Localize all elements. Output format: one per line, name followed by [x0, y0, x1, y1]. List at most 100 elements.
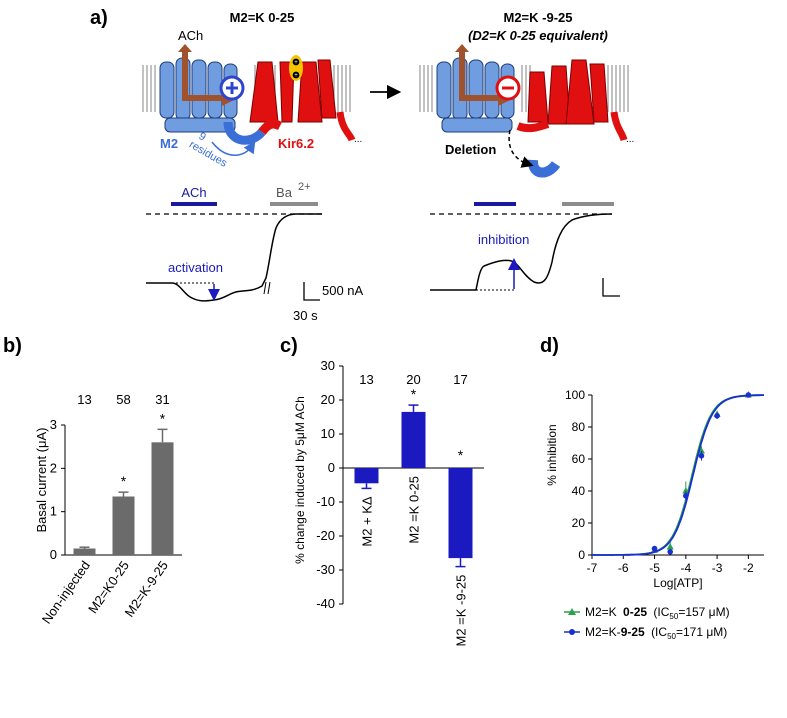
- panel-a-right-title: M2=K -9-25: [504, 10, 573, 25]
- panel-b-ytick-label: 0: [50, 547, 57, 562]
- scale-y-label: 500 nA: [322, 283, 364, 298]
- trace-ba-label: Ba: [276, 185, 293, 200]
- panel-d-ytick-label: 80: [572, 420, 586, 434]
- current-trace-right: [430, 213, 613, 291]
- panel-d-point-circle: [683, 493, 689, 499]
- panel-d-xtick-label: -7: [587, 561, 598, 575]
- chain-continuation-left: ...: [354, 134, 362, 145]
- panel-c-n-label: 13: [359, 372, 373, 387]
- panel-b-category-label: Non-injected: [39, 558, 93, 626]
- ach-label-left: ACh: [178, 28, 203, 43]
- left-schematic: ACh + + ...: [142, 28, 362, 170]
- panel-b-ylabel: Basal current (μA): [34, 427, 49, 532]
- activation-arrow: [182, 48, 222, 101]
- panel-a-left-title: M2=K 0-25: [230, 10, 295, 25]
- residues-arrow: [211, 141, 256, 156]
- panel-d-xtick-label: -5: [649, 561, 660, 575]
- panel-c-bar: [401, 411, 426, 468]
- panel-c-ytick-label: 20: [321, 392, 335, 407]
- panel-c-n-label: 20: [406, 372, 420, 387]
- deletion-label: Deletion: [445, 142, 496, 157]
- panel-b-ytick-label: 3: [50, 417, 57, 432]
- panel-d-point-circle: [714, 413, 720, 419]
- panel-b-ytick-label: 1: [50, 504, 57, 519]
- kir62-channel-right: [527, 59, 609, 125]
- panel-b-bar: [151, 442, 174, 555]
- svg-text:residues: residues: [187, 139, 229, 170]
- right-trace: inhibition: [430, 202, 620, 297]
- panel-c-ytick-label: 30: [321, 358, 335, 373]
- panel-c-ytick-label: 0: [328, 460, 335, 475]
- m2-label: M2: [160, 136, 178, 151]
- svg-text:9: 9: [197, 130, 208, 143]
- panel-c-ytick-label: -40: [316, 596, 335, 611]
- legend-marker-circle: [569, 629, 575, 635]
- panel-d-xtick-label: -3: [712, 561, 723, 575]
- legend-item-0: M2=K 0-25 (IC50=157 μM): [564, 605, 730, 621]
- panel-a-right-subtitle: (D2=K 0-25 equivalent): [468, 28, 608, 43]
- panel-d-legend: M2=K 0-25 (IC50=157 μM) M2=K-9-25 (IC50=…: [564, 605, 730, 641]
- scale-x-label: 30 s: [293, 308, 318, 323]
- panel-b-ytick-label: 2: [50, 460, 57, 475]
- ba-bar: [270, 202, 318, 206]
- panel-c-ytick-label: -30: [316, 562, 335, 577]
- svg-text:+: +: [294, 73, 298, 79]
- panel-d-point-triangle: [666, 543, 674, 550]
- panel-a-letter: a): [90, 7, 108, 29]
- panel-c-bar: [448, 468, 473, 559]
- panel-c-letter: c): [280, 335, 298, 357]
- panel-c-category-label: M2 =K -9-25: [454, 575, 469, 647]
- panel-b-letter: b): [3, 335, 22, 357]
- panel-d-point-circle: [745, 392, 752, 398]
- deleted-linker: [528, 159, 561, 178]
- left-trace: ACh Ba 2+ activation 500 nA 30 s: [146, 181, 364, 323]
- panel-d-ytick-label: 100: [565, 388, 585, 402]
- ach-arrow-head: [178, 44, 192, 52]
- panel-d-ytick-label: 0: [578, 548, 585, 562]
- inhibition-label: inhibition: [478, 232, 529, 247]
- panel-d-xtick-label: -2: [743, 561, 754, 575]
- panel-d-fit-curve: [592, 394, 764, 556]
- membrane-right: [419, 65, 629, 112]
- linker-left: [223, 121, 266, 145]
- panel-c-significance: *: [411, 386, 417, 402]
- current-trace-left: [146, 213, 322, 302]
- panel-d-ytick-label: 40: [572, 484, 586, 498]
- panel-a: a) M2=K 0-25 M2=K -9-25 (D2=K 0-25 equiv…: [90, 7, 634, 323]
- panel-b-bar: [73, 548, 96, 555]
- panel-c-n-label: 17: [453, 372, 467, 387]
- svg-text:+: +: [294, 60, 298, 66]
- panel-c-ytick-label: -20: [316, 528, 335, 543]
- panel-c: c) % change induced by 5μM ACh 30 20 10 0 -1…: [280, 335, 484, 647]
- panel-c-category-label: M2 + KΔ: [360, 496, 375, 547]
- panel-d-point-circle: [667, 549, 673, 555]
- panel-b-significance: *: [160, 410, 166, 426]
- kir62-channel-left: [249, 59, 337, 123]
- legend-text-1: M2=K-9-25 (IC50=171 μM): [585, 625, 727, 641]
- panel-b-significance: *: [121, 473, 127, 489]
- panel-d-point-triangle: [682, 487, 690, 494]
- right-schematic: ... Deletion: [419, 44, 634, 178]
- chain-continuation-right: ...: [626, 134, 634, 145]
- panel-b-bar: [112, 496, 135, 555]
- panel-d-ylabel: % inhibition: [545, 424, 559, 485]
- ba-bar-right: [562, 202, 614, 206]
- pore-ion-left: [289, 55, 303, 81]
- legend-text-0: M2=K 0-25 (IC50=157 μM): [585, 605, 730, 621]
- panel-d-ytick-label: 20: [572, 516, 586, 530]
- scale-bar-right: [602, 278, 620, 297]
- legend-marker-triangle: [568, 608, 576, 615]
- panel-c-category-label: M2 =K 0-25: [407, 476, 422, 544]
- panel-d-fit-curve: [592, 394, 764, 556]
- panel-d: d) % inhibition Log[ATP] M2=K 0-25 (IC50…: [540, 335, 764, 641]
- ach-bar-left: [171, 202, 217, 206]
- panel-c-bar: [354, 468, 379, 484]
- deletion-arrow: [508, 129, 534, 168]
- panel-c-significance: *: [458, 447, 464, 463]
- panel-d-xlabel: Log[ATP]: [653, 576, 702, 590]
- kir62-label: Kir6.2: [278, 136, 314, 151]
- trace-ach-label: ACh: [181, 185, 206, 200]
- legend-item-1: M2=K-9-25 (IC50=171 μM): [564, 625, 727, 641]
- trace-ba-superscript: 2+: [298, 181, 311, 193]
